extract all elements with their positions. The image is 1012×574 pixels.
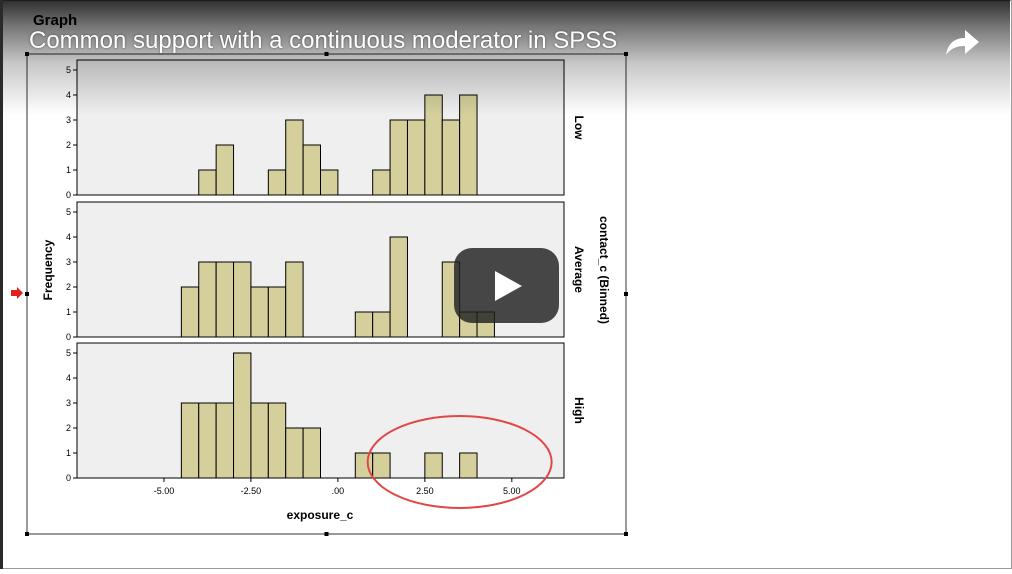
y-tick-label: 3 [66, 115, 71, 125]
x-axis-title: exposure_c [287, 508, 354, 522]
x-tick-label: .00 [332, 486, 345, 496]
histogram-bar [198, 402, 217, 479]
histogram-bar [354, 311, 374, 338]
histogram-bar [180, 402, 200, 479]
histogram-bar [389, 236, 408, 338]
y-tick-label: 2 [66, 423, 71, 433]
histogram-bar [215, 402, 235, 479]
x-tick-label: -2.50 [241, 486, 262, 496]
red-arrow-icon [11, 287, 23, 299]
histogram-bar [215, 144, 235, 196]
y-tick-label: 5 [66, 348, 71, 358]
histogram-bar [267, 402, 287, 479]
histogram-bar [233, 352, 252, 479]
y-tick-label: 2 [66, 282, 71, 292]
histogram-bar [250, 402, 269, 479]
share-button[interactable] [940, 22, 984, 62]
y-tick-label: 1 [66, 307, 71, 317]
histogram-bar [406, 119, 426, 196]
histogram-bar [320, 169, 339, 196]
histogram-bar [389, 119, 408, 196]
selection-handle [624, 532, 628, 536]
title-bar [3, 0, 1010, 115]
y-tick-label: 4 [66, 373, 71, 383]
share-arrow-icon [946, 30, 979, 55]
y-tick-label: 1 [66, 165, 71, 175]
frame-left-edge [0, 0, 3, 569]
selection-handle [624, 292, 628, 296]
panel-label: Low [572, 116, 586, 141]
histogram-bar [285, 427, 304, 479]
video-title[interactable]: Common support with a continuous moderat… [29, 27, 618, 54]
y-tick-label: 0 [66, 190, 71, 200]
histogram-bar [233, 261, 252, 338]
histogram-bar [180, 286, 200, 338]
highlight-ellipse [366, 415, 553, 509]
histogram-bar [302, 144, 322, 196]
histogram-bar [250, 286, 269, 338]
selection-handle [25, 292, 29, 296]
histogram-bar [285, 119, 304, 196]
y-tick-label: 3 [66, 257, 71, 267]
histogram-bar [285, 261, 304, 338]
facet-axis-title: contact_c (Binned) [597, 216, 611, 324]
histogram-bar [372, 169, 391, 196]
histogram-bar [302, 427, 322, 479]
histogram-bar [441, 119, 461, 196]
histogram-bar [424, 452, 443, 479]
y-tick-label: 1 [66, 448, 71, 458]
x-tick-label: 5.00 [503, 486, 521, 496]
y-axis-title: Frequency [41, 239, 55, 300]
y-tick-label: 2 [66, 140, 71, 150]
y-tick-label: 0 [66, 473, 71, 483]
play-icon [495, 271, 522, 301]
y-tick-label: 5 [66, 207, 71, 217]
panel-label: High [572, 397, 586, 424]
histogram-bar [372, 311, 391, 338]
histogram-bar [198, 261, 217, 338]
histogram-bar [198, 169, 217, 196]
histogram-bar [215, 261, 235, 338]
selection-handle [25, 532, 29, 536]
histogram-bar [267, 286, 287, 338]
y-tick-label: 4 [66, 232, 71, 242]
x-tick-label: -5.00 [154, 486, 175, 496]
selection-handle [324, 532, 329, 536]
panel-label: Average [572, 246, 586, 293]
graph-label: Graph [33, 12, 78, 29]
y-tick-label: 0 [66, 332, 71, 342]
x-tick-label: 2.50 [416, 486, 434, 496]
play-button[interactable] [454, 248, 559, 323]
histogram-bar [372, 452, 391, 479]
histogram-bar [267, 169, 287, 196]
histogram-bar [459, 452, 478, 479]
y-tick-label: 3 [66, 398, 71, 408]
